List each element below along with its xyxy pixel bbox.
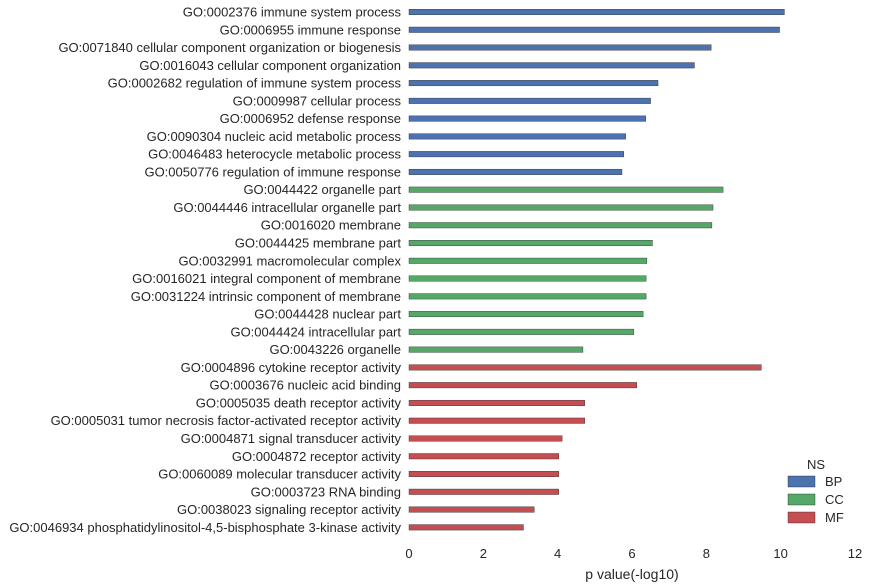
bar-cc-19 bbox=[408, 346, 584, 353]
category-label: GO:0044422 organelle part bbox=[243, 182, 401, 197]
bar-mf-29 bbox=[408, 524, 524, 531]
bar-bp-8 bbox=[408, 151, 625, 158]
category-label: GO:0006952 defense response bbox=[220, 111, 401, 126]
category-label: GO:0031224 intrinsic component of membra… bbox=[131, 289, 401, 304]
x-axis-title: p value(-log10) bbox=[585, 566, 678, 582]
category-label: GO:0044428 nuclear part bbox=[254, 307, 401, 322]
bar-cc-17 bbox=[408, 311, 644, 318]
category-label: GO:0006955 immune response bbox=[220, 22, 401, 37]
legend-label-mf: MF bbox=[825, 510, 844, 525]
x-tick-label: 2 bbox=[480, 546, 487, 561]
legend-title: NS bbox=[807, 457, 825, 472]
bar-cc-13 bbox=[408, 240, 653, 246]
bar-bp-5 bbox=[408, 97, 651, 104]
category-label: GO:0050776 regulation of immune response bbox=[144, 164, 401, 179]
category-label: GO:0044425 membrane part bbox=[235, 236, 402, 251]
legend-swatch-mf bbox=[787, 511, 816, 524]
x-tick-label: 0 bbox=[405, 546, 412, 561]
category-label: GO:0044424 intracellular part bbox=[230, 324, 401, 339]
legend-label-cc: CC bbox=[825, 492, 844, 507]
bar-mf-21 bbox=[408, 382, 638, 389]
category-label: GO:0044446 intracellular organelle part bbox=[173, 200, 401, 215]
legend: NS BP CC MF bbox=[787, 457, 844, 525]
x-tick-label: 4 bbox=[554, 546, 561, 561]
bar-mf-28 bbox=[408, 506, 535, 513]
x-axis-ticks-group: 0 2 4 6 8 10 12 bbox=[405, 546, 862, 561]
category-label: GO:0060089 molecular transducer activity bbox=[158, 467, 401, 482]
category-label: GO:0004896 cytokine receptor activity bbox=[181, 360, 402, 375]
category-label: GO:0016020 membrane bbox=[261, 218, 401, 233]
category-label: GO:0002376 immune system process bbox=[183, 5, 402, 20]
bar-mf-22 bbox=[408, 399, 586, 406]
bar-bp-7 bbox=[408, 133, 626, 140]
bars-group bbox=[408, 9, 785, 531]
bar-bp-9 bbox=[408, 168, 623, 175]
category-label: GO:0004872 receptor activity bbox=[232, 449, 402, 464]
category-label: GO:0005035 death receptor activity bbox=[196, 395, 402, 410]
bar-bp-6 bbox=[408, 115, 646, 122]
bar-bp-3 bbox=[408, 62, 695, 69]
category-label: GO:0016043 cellular component organizati… bbox=[139, 58, 401, 73]
category-label: GO:0005031 tumor necrosis factor-activat… bbox=[51, 413, 402, 428]
bar-cc-10 bbox=[408, 186, 724, 193]
category-label: GO:0032991 macromolecular complex bbox=[178, 253, 401, 268]
x-tick-label: 10 bbox=[773, 546, 787, 561]
category-label: GO:0046934 phosphatidylinositol-4,5-bisp… bbox=[9, 520, 401, 535]
bar-cc-11 bbox=[408, 204, 714, 211]
bar-bp-2 bbox=[408, 44, 712, 51]
category-label: GO:0009987 cellular process bbox=[233, 93, 402, 108]
category-label: GO:0090304 nucleic acid metabolic proces… bbox=[147, 129, 402, 144]
bar-mf-24 bbox=[408, 435, 563, 442]
bar-bp-1 bbox=[408, 26, 780, 33]
category-label: GO:0038023 signaling receptor activity bbox=[177, 502, 402, 517]
category-label: GO:0046483 heterocycle metabolic process bbox=[148, 147, 401, 162]
category-labels-group: GO:0002376 immune system process GO:00069… bbox=[9, 5, 401, 535]
x-tick-label: 8 bbox=[703, 546, 710, 561]
bar-mf-23 bbox=[408, 417, 586, 424]
bar-mf-25 bbox=[408, 453, 559, 460]
bar-cc-18 bbox=[408, 328, 635, 335]
category-label: GO:0003723 RNA binding bbox=[251, 484, 401, 499]
category-label: GO:0016021 integral component of membran… bbox=[132, 271, 401, 286]
legend-label-bp: BP bbox=[825, 474, 842, 489]
bar-bp-4 bbox=[408, 80, 659, 87]
category-label: GO:0043226 organelle bbox=[269, 342, 401, 357]
x-tick-label: 6 bbox=[628, 546, 635, 561]
bar-cc-14 bbox=[408, 257, 648, 264]
legend-swatch-cc bbox=[787, 493, 816, 506]
bar-bp-0 bbox=[408, 9, 785, 15]
bar-cc-15 bbox=[408, 275, 647, 282]
legend-swatch-bp bbox=[787, 475, 816, 488]
x-tick-label: 12 bbox=[848, 546, 862, 561]
bar-cc-12 bbox=[408, 222, 713, 229]
category-label: GO:0002682 regulation of immune system p… bbox=[108, 76, 402, 91]
category-label: GO:0071840 cellular component organizati… bbox=[58, 40, 401, 55]
category-label: GO:0003676 nucleic acid binding bbox=[209, 378, 401, 393]
category-label: GO:0004871 signal transducer activity bbox=[181, 431, 402, 446]
bar-mf-20 bbox=[408, 364, 762, 371]
bar-mf-26 bbox=[408, 471, 559, 477]
bar-mf-27 bbox=[408, 488, 559, 495]
bar-cc-16 bbox=[408, 293, 647, 300]
